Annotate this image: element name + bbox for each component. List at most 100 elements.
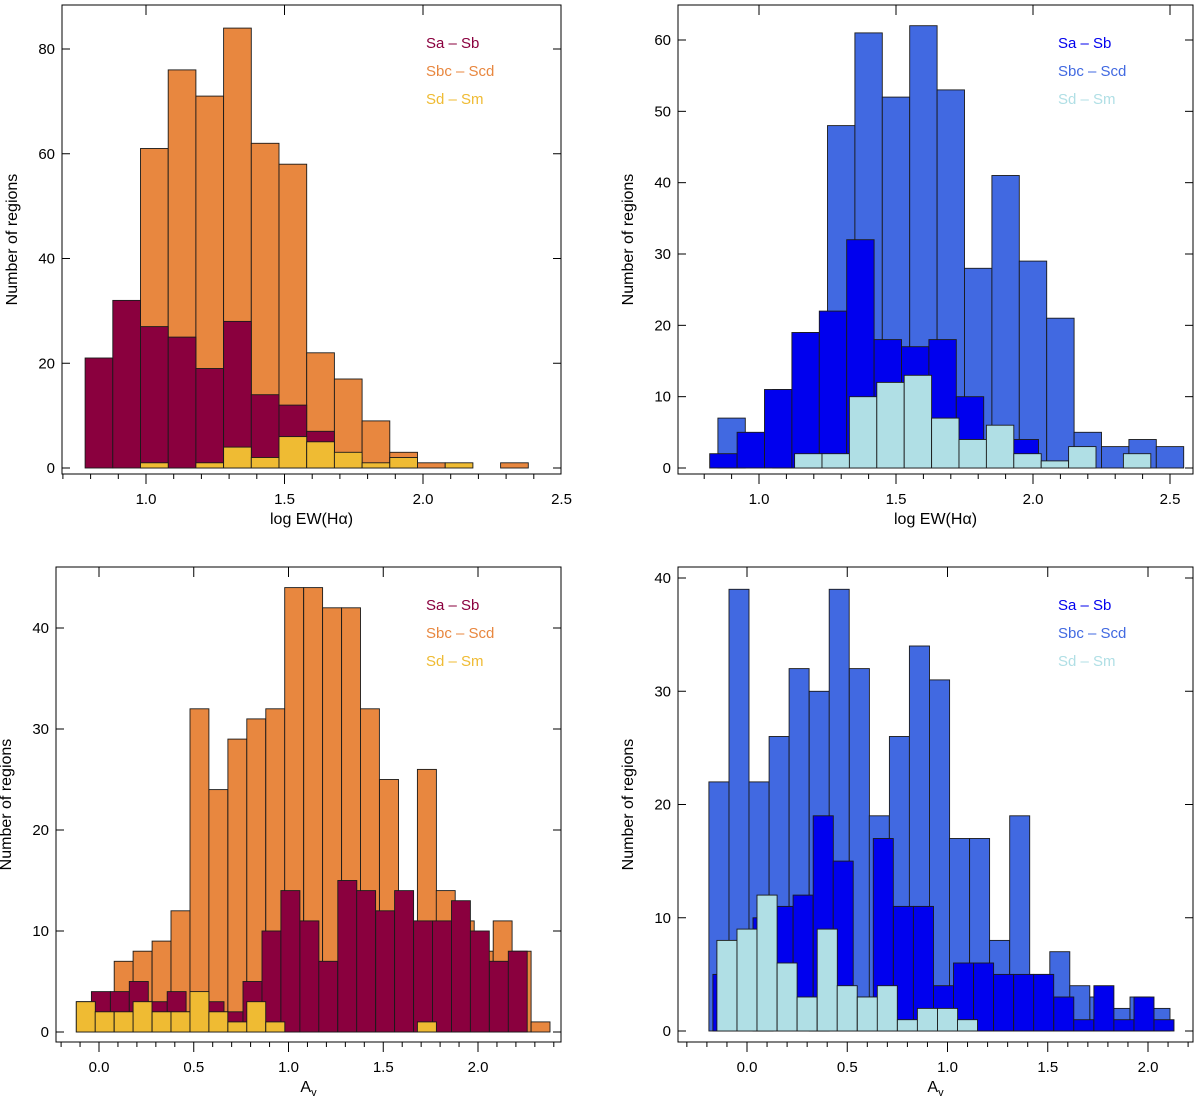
histogram-bar [818, 310, 848, 469]
histogram-bar [299, 920, 320, 1033]
x-axis-title: Av [927, 1079, 944, 1099]
histogram-bar [375, 910, 396, 1033]
histogram-bar [716, 939, 738, 1032]
y-tick-label: 0 [47, 460, 55, 477]
x-tick-label: 1.0 [136, 491, 157, 508]
histogram-bar [208, 789, 229, 1033]
x-tick-label: 1.0 [749, 491, 770, 508]
histogram-bar [736, 431, 765, 469]
x-axis-title: log EW(Hα) [270, 511, 353, 528]
histogram-bar [306, 441, 335, 469]
histogram-bar [507, 950, 528, 1033]
histogram-bar [1018, 260, 1048, 469]
y-tick-label: 0 [663, 460, 671, 477]
histogram-bar [189, 708, 210, 1033]
histogram-bar [413, 920, 433, 1033]
histogram-bar [444, 462, 474, 469]
y-tick-label: 10 [654, 389, 671, 406]
x-axis-title: log EW(Hα) [894, 511, 977, 528]
histogram-bar [265, 1021, 286, 1033]
histogram-bar [756, 894, 778, 1032]
histogram-bar [1040, 460, 1070, 469]
histogram-bar [957, 1019, 978, 1032]
y-tick-label: 40 [32, 620, 49, 637]
histogram-bar [1122, 453, 1152, 469]
histogram-bar [791, 332, 820, 469]
histogram-bar [903, 374, 933, 469]
histogram-bar [993, 973, 1015, 1032]
histogram-bar [189, 991, 210, 1033]
x-tick-label: 1.0 [937, 1059, 958, 1076]
x-tick-label: 0.5 [837, 1059, 858, 1076]
histogram-bar [916, 1007, 938, 1032]
histogram-bar [1046, 317, 1075, 469]
plot-border [61, 4, 562, 475]
histogram-bar [195, 462, 225, 469]
histogram-bar [361, 462, 391, 469]
y-tick-label: 10 [32, 923, 49, 940]
series-sd-sm [716, 894, 978, 1032]
histogram-bar [84, 357, 114, 469]
histogram-bar [278, 436, 308, 469]
x-tick-label: 1.0 [278, 1059, 299, 1076]
plot-border [55, 566, 562, 1043]
x-tick-label: 0.5 [183, 1059, 204, 1076]
histogram-bar [1155, 446, 1185, 469]
histogram-bar [1013, 973, 1035, 1032]
histogram-bar [764, 389, 793, 469]
histogram-bar [140, 326, 169, 469]
y-tick-label: 50 [654, 103, 671, 120]
chart-panel-bottom-right: 0 10 20 30 40 0.0 0.5 1.0 1.5 2.0 Av Number of regi… [620, 566, 1194, 1099]
histogram-bar [488, 960, 509, 1033]
y-tick-label: 40 [38, 251, 55, 268]
legend-item-sd-sm: Sd – Sm [426, 653, 484, 670]
y-axis-title: Number of regions [620, 174, 637, 306]
histogram-bar [1073, 1019, 1095, 1032]
histogram-bar [985, 424, 1015, 469]
x-tick-label: 1.5 [274, 491, 295, 508]
histogram-bar [356, 890, 377, 1033]
chart-panel-top-right: 0 10 20 30 40 50 60 1.0 1.5 2.0 2.5 log EW(Hα) Numbe… [620, 4, 1194, 528]
x-axis-title: Av [300, 1079, 317, 1099]
histogram-bar [227, 1021, 248, 1033]
histogram-bar [500, 462, 529, 469]
x-tick-label: 2.0 [1023, 491, 1044, 508]
y-tick-label: 60 [654, 32, 671, 49]
x-tick-label: 2.5 [551, 491, 572, 508]
x-tick-label: 1.5 [886, 491, 907, 508]
histogram-bar [94, 1011, 115, 1033]
histogram-bar [736, 928, 758, 1032]
histogram-bar [223, 446, 252, 469]
histogram-bar [140, 462, 169, 469]
y-axis-title: Number of regions [4, 174, 21, 306]
histogram-bar [937, 1007, 959, 1032]
histogram-bar [113, 1011, 134, 1033]
histogram-bar [361, 420, 391, 469]
y-axis-title: Number of regions [0, 739, 15, 871]
x-tick-label: 2.5 [1160, 491, 1181, 508]
series-sd-sm [794, 374, 1152, 469]
histogram-bar [709, 453, 738, 469]
histogram-bar [836, 985, 858, 1032]
y-tick-label: 40 [654, 175, 671, 192]
histogram-bar [1033, 973, 1055, 1032]
histogram-bar [1093, 985, 1115, 1032]
legend-item-sa-sb: Sa – Sb [426, 35, 479, 52]
y-tick-label: 20 [32, 822, 49, 839]
histogram-bar [776, 962, 798, 1032]
legend-item-sd-sm: Sd – Sm [1058, 91, 1116, 108]
histogram-bar [223, 320, 252, 469]
histogram-bar [333, 451, 363, 469]
histogram-bar [208, 1011, 229, 1033]
histogram-bar [876, 381, 905, 469]
legend-item-sbc-scd: Sbc – Scd [426, 625, 494, 642]
histogram-bar [1113, 1019, 1135, 1032]
series-sd-sm [140, 436, 474, 469]
y-tick-label: 30 [654, 683, 671, 700]
chart-panel-bottom-left: 0 10 20 30 40 0.0 0.5 1.0 1.5 2.0 Av Number of regi… [0, 566, 562, 1099]
histogram-bar [75, 1001, 96, 1033]
x-tick-label: 0.0 [89, 1059, 110, 1076]
histogram-bar [1133, 996, 1155, 1032]
legend-item-sbc-scd: Sbc – Scd [1058, 625, 1126, 642]
